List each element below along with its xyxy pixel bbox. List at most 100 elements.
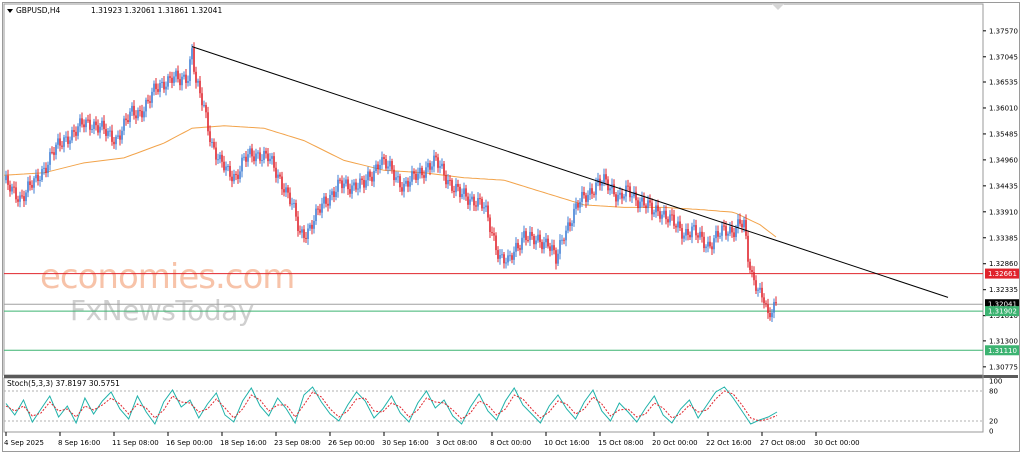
symbol-dropdown-icon[interactable] <box>7 9 13 13</box>
candle-body <box>527 240 529 242</box>
candle-body <box>83 124 85 128</box>
candle-body <box>687 229 689 235</box>
candle-body <box>171 77 173 83</box>
candle-body <box>93 121 95 130</box>
candle-body <box>299 230 301 233</box>
candle-body <box>535 240 537 245</box>
candle-body <box>667 219 669 223</box>
candle-body <box>469 199 471 205</box>
candle-body <box>661 214 663 219</box>
candle-body <box>377 164 379 170</box>
stoch-tick-label: 100 <box>989 378 1002 386</box>
candle-body <box>301 229 303 233</box>
candle-body <box>455 183 457 193</box>
candle-body <box>63 137 65 147</box>
pane-separator[interactable] <box>4 375 1018 378</box>
candle-body <box>113 141 115 145</box>
candle-body <box>255 153 257 162</box>
candle-body <box>739 219 741 224</box>
candle-body <box>495 235 497 251</box>
candle-body <box>477 198 479 207</box>
candle-body <box>65 136 67 138</box>
candle-body <box>677 221 679 228</box>
watermark-economies: economies.com <box>40 257 294 297</box>
candle-body <box>163 81 165 90</box>
stoch-plot-border <box>3 377 984 433</box>
candle-body <box>243 156 245 158</box>
time-tick-label: 30 Sep 16:00 <box>382 439 429 447</box>
time-tick-label: 8 Sep 16:00 <box>58 439 100 447</box>
candle-body <box>385 159 387 169</box>
candle-body <box>685 229 687 236</box>
candle-body <box>125 118 127 121</box>
candle-body <box>167 76 169 87</box>
trendline-group[interactable] <box>191 46 949 298</box>
candle-body <box>425 167 427 178</box>
candle-body <box>23 196 25 202</box>
candle-body <box>559 240 561 254</box>
candle-body <box>539 234 541 243</box>
candle-body <box>335 191 337 198</box>
candle-body <box>21 195 23 197</box>
candle-body <box>13 186 15 188</box>
price-tick-label: 1.33385 <box>989 234 1018 242</box>
candle-body <box>235 173 237 175</box>
candle-body <box>99 126 101 133</box>
candle-body <box>253 156 255 162</box>
candle-body <box>247 154 249 162</box>
candle-body <box>595 182 597 195</box>
candle-body <box>457 183 459 187</box>
candle-body <box>361 178 363 180</box>
candle-body <box>589 188 591 195</box>
price-tick-label: 1.32860 <box>989 260 1018 268</box>
chart-shift-marker-icon[interactable] <box>772 4 784 10</box>
candle-body <box>549 246 551 251</box>
candle-body <box>411 171 413 182</box>
candle-body <box>39 179 41 182</box>
candle-body <box>635 191 637 201</box>
candle-body <box>707 241 709 247</box>
candle-body <box>127 120 129 123</box>
level-tag-bg <box>985 268 1019 279</box>
time-tick-label: 11 Sep 08:00 <box>112 439 159 447</box>
candle-body <box>497 250 499 259</box>
candle-body <box>427 163 429 168</box>
candle-body <box>453 190 455 193</box>
candle-body <box>435 155 437 158</box>
candle-body <box>421 167 423 176</box>
candle-body <box>43 167 45 170</box>
candle-body <box>375 164 377 172</box>
candle-body <box>409 181 411 187</box>
candle-body <box>443 163 445 175</box>
candle-body <box>177 70 179 80</box>
candle-body <box>691 226 693 238</box>
candle-body <box>195 71 197 83</box>
candle-body <box>401 187 403 192</box>
candle-body <box>603 174 605 184</box>
candle-body <box>269 158 271 162</box>
candle-body <box>731 226 733 233</box>
candle-body <box>561 239 563 241</box>
candle-body <box>261 159 263 161</box>
price-tick-label: 1.32335 <box>989 286 1018 294</box>
candle-body <box>487 205 489 218</box>
candle-body <box>501 254 503 256</box>
candle-body <box>333 191 335 198</box>
candle-body <box>525 231 527 241</box>
candle-body <box>265 150 267 154</box>
candle-body <box>205 105 207 113</box>
candle-body <box>273 156 275 168</box>
candle-body <box>331 191 333 195</box>
candle-body <box>213 141 215 148</box>
candle-body <box>459 186 461 198</box>
candle-body <box>293 202 295 204</box>
candle-body <box>45 167 47 173</box>
candle-body <box>417 173 419 180</box>
candle-body <box>105 129 107 136</box>
candle-body <box>725 226 727 236</box>
candle-body <box>769 313 771 318</box>
candle-body <box>203 105 205 107</box>
candle-body <box>151 91 153 103</box>
